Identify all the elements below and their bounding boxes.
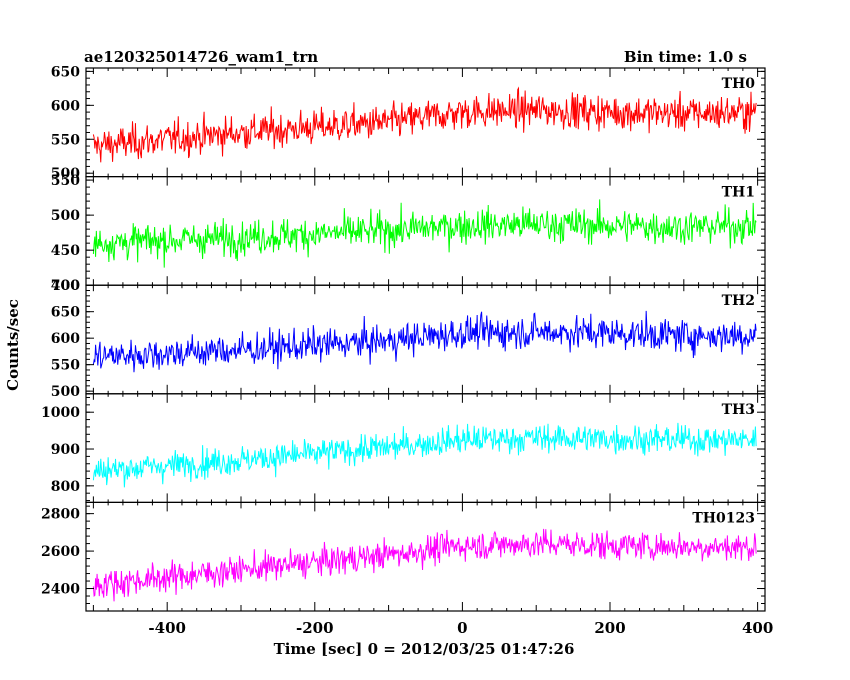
x-tick-label: -400 — [148, 619, 186, 637]
y-tick-label: 450 — [51, 243, 80, 259]
series-th3 — [92, 422, 757, 488]
y-tick-label: 400 — [51, 278, 80, 294]
y-tick-label: 1000 — [41, 405, 80, 421]
y-tick-label: 2800 — [41, 507, 80, 523]
y-tick-label: 700 — [51, 278, 80, 294]
panel-th1: 400 450 500 550 TH1 — [51, 173, 766, 294]
x-tick-label: -200 — [296, 619, 334, 637]
y-tick-label: 900 — [51, 442, 80, 458]
panels: 500550600650TH0400450500550TH15005506006… — [41, 64, 766, 612]
panel-label: TH2 — [722, 293, 755, 309]
x-axis: -400 -200 0 200 400 — [148, 619, 773, 637]
y-tick-label: 800 — [51, 479, 80, 495]
y-tick-label: 650 — [51, 64, 80, 80]
y-tick-label: 500 — [51, 166, 80, 182]
x-tick-label: 0 — [457, 619, 467, 637]
y-tick-label: 550 — [51, 173, 80, 189]
panel-th0123: 2400 2600 2800 TH0123 — [41, 501, 766, 612]
y-tick-label: 550 — [51, 358, 80, 374]
y-tick-label: 650 — [51, 305, 80, 321]
series-th1 — [92, 199, 757, 268]
panel-label: TH0 — [722, 76, 756, 92]
panel-th3: 800 900 1000 TH3 — [41, 393, 766, 503]
series-th0123 — [92, 528, 757, 602]
panel-label: TH3 — [722, 402, 755, 418]
y-tick-label: 2400 — [41, 582, 80, 598]
x-tick-label: 400 — [742, 619, 773, 637]
y-tick-label: 500 — [51, 208, 80, 224]
series-th0 — [92, 86, 757, 163]
panel-label: TH0123 — [692, 510, 755, 526]
x-axis-label: Time [sec] 0 = 2012/03/25 01:47:26 — [274, 640, 575, 658]
panel-frame — [85, 501, 766, 612]
y-tick-label: 550 — [51, 132, 80, 148]
y-axis-label: Counts/sec — [4, 299, 22, 391]
y-tick-label: 600 — [51, 98, 80, 114]
chart-title: ae120325014726_wam1_trn — [84, 48, 318, 66]
panel-label: TH1 — [722, 185, 755, 201]
series-th2 — [92, 310, 757, 373]
y-tick-label: 600 — [51, 331, 80, 347]
panel-th2: 500 550 600 650 700 TH2 — [51, 278, 766, 400]
bin-time-label: Bin time: 1.0 s — [624, 48, 747, 66]
panel-th0: 500 550 600 650 TH0 — [51, 64, 766, 182]
y-tick-label: 2600 — [41, 544, 80, 560]
y-tick-label: 500 — [51, 384, 80, 400]
x-tick-label: 200 — [594, 619, 625, 637]
